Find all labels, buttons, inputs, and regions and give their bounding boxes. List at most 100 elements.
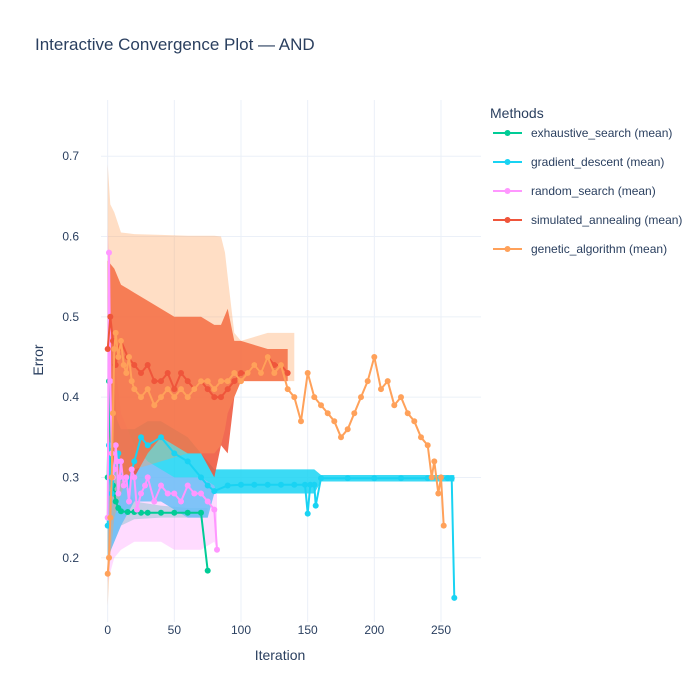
random-search-point[interactable] <box>138 490 144 497</box>
genetic-algorithm-point[interactable] <box>104 570 111 577</box>
simulated-annealing-point[interactable] <box>271 362 278 368</box>
legend-item[interactable]: genetic_algorithm (mean) <box>493 242 667 256</box>
random-search-point[interactable] <box>123 474 130 481</box>
gradient-descent-point[interactable] <box>311 481 318 488</box>
exhaustive-search-point[interactable] <box>144 509 151 516</box>
simulated-annealing-point[interactable] <box>138 370 144 376</box>
genetic-algorithm-point[interactable] <box>324 410 331 417</box>
simulated-annealing-point[interactable] <box>131 362 138 368</box>
gradient-descent-point[interactable] <box>371 475 378 482</box>
genetic-algorithm-point[interactable] <box>271 370 278 376</box>
genetic-algorithm-point[interactable] <box>107 514 114 521</box>
genetic-algorithm-point[interactable] <box>378 386 384 393</box>
genetic-algorithm-point[interactable] <box>238 378 244 385</box>
simulated-annealing-point[interactable] <box>164 370 171 376</box>
exhaustive-search-point[interactable] <box>198 509 204 516</box>
simulated-annealing-point[interactable] <box>284 370 291 376</box>
genetic-algorithm-point[interactable] <box>191 386 198 393</box>
genetic-algorithm-point[interactable] <box>331 418 338 425</box>
random-search-point[interactable] <box>112 442 119 449</box>
random-search-point[interactable] <box>191 490 198 497</box>
genetic-algorithm-point[interactable] <box>338 434 344 441</box>
legend-item[interactable]: gradient_descent (mean) <box>493 155 664 169</box>
exhaustive-search-point[interactable] <box>204 567 211 574</box>
gradient-descent-point[interactable] <box>184 458 191 465</box>
exhaustive-search-point[interactable] <box>171 509 178 516</box>
genetic-algorithm-point[interactable] <box>428 474 435 481</box>
genetic-algorithm-point[interactable] <box>218 378 224 385</box>
gradient-descent-point[interactable] <box>204 482 211 489</box>
gradient-descent-point[interactable] <box>211 488 218 495</box>
random-search-point[interactable] <box>134 506 140 513</box>
genetic-algorithm-point[interactable] <box>158 394 164 401</box>
simulated-annealing-point[interactable] <box>224 386 231 393</box>
genetic-algorithm-point[interactable] <box>112 329 119 336</box>
genetic-algorithm-point[interactable] <box>204 378 211 385</box>
gradient-descent-point[interactable] <box>198 474 204 481</box>
simulated-annealing-point[interactable] <box>238 370 244 376</box>
genetic-algorithm-point[interactable] <box>106 554 112 561</box>
simulated-annealing-point[interactable] <box>104 346 111 352</box>
genetic-algorithm-point[interactable] <box>128 378 135 385</box>
genetic-algorithm-point[interactable] <box>311 394 318 401</box>
gradient-descent-point[interactable] <box>138 434 144 441</box>
random-search-point[interactable] <box>184 482 191 489</box>
random-search-point[interactable] <box>120 482 127 489</box>
gradient-descent-point[interactable] <box>312 502 319 509</box>
gradient-descent-point[interactable] <box>318 475 324 482</box>
genetic-algorithm-point[interactable] <box>435 490 442 497</box>
simulated-annealing-point[interactable] <box>144 362 151 368</box>
exhaustive-search-point[interactable] <box>112 498 119 505</box>
genetic-algorithm-point[interactable] <box>438 474 444 481</box>
gradient-descent-point[interactable] <box>238 481 244 488</box>
random-search-point[interactable] <box>178 498 184 505</box>
gradient-descent-point[interactable] <box>144 442 151 449</box>
genetic-algorithm-point[interactable] <box>108 474 115 481</box>
genetic-algorithm-point[interactable] <box>123 370 130 376</box>
exhaustive-search-point[interactable] <box>124 509 131 515</box>
simulated-annealing-point[interactable] <box>178 370 184 376</box>
exhaustive-search-point[interactable] <box>118 508 124 515</box>
gradient-descent-point[interactable] <box>451 594 458 601</box>
gradient-descent-point[interactable] <box>224 482 231 489</box>
genetic-algorithm-point[interactable] <box>198 378 204 385</box>
gradient-descent-point[interactable] <box>398 475 404 482</box>
random-search-point[interactable] <box>131 474 138 481</box>
genetic-algorithm-point[interactable] <box>278 362 284 368</box>
genetic-algorithm-point[interactable] <box>344 426 351 433</box>
simulated-annealing-point[interactable] <box>171 386 178 393</box>
genetic-algorithm-point[interactable] <box>351 410 358 417</box>
gradient-descent-point[interactable] <box>158 434 164 441</box>
genetic-algorithm-point[interactable] <box>304 370 311 376</box>
genetic-algorithm-point[interactable] <box>171 394 178 401</box>
random-search-point[interactable] <box>118 458 124 465</box>
genetic-algorithm-point[interactable] <box>211 386 218 393</box>
simulated-annealing-point[interactable] <box>231 378 238 385</box>
gradient-descent-point[interactable] <box>304 510 311 517</box>
genetic-algorithm-point[interactable] <box>440 522 447 529</box>
simulated-annealing-point[interactable] <box>107 313 114 320</box>
genetic-algorithm-point[interactable] <box>184 394 191 401</box>
random-search-point[interactable] <box>115 490 122 497</box>
random-search-point[interactable] <box>164 490 171 497</box>
genetic-algorithm-point[interactable] <box>384 378 391 385</box>
random-search-point[interactable] <box>126 498 132 505</box>
genetic-algorithm-point[interactable] <box>418 434 424 441</box>
legend-item[interactable]: exhaustive_search (mean) <box>493 126 672 140</box>
exhaustive-search-point[interactable] <box>138 509 144 516</box>
genetic-algorithm-point[interactable] <box>404 410 411 417</box>
genetic-algorithm-point[interactable] <box>411 418 418 425</box>
genetic-algorithm-point[interactable] <box>251 362 258 368</box>
random-search-point[interactable] <box>198 490 204 497</box>
genetic-algorithm-point[interactable] <box>358 394 364 401</box>
genetic-algorithm-point[interactable] <box>364 378 371 385</box>
gradient-descent-point[interactable] <box>291 481 298 488</box>
exhaustive-search-point[interactable] <box>184 509 191 516</box>
genetic-algorithm-point[interactable] <box>264 354 271 360</box>
genetic-algorithm-point[interactable] <box>224 378 231 385</box>
genetic-algorithm-point[interactable] <box>126 354 132 360</box>
genetic-algorithm-point[interactable] <box>291 394 298 401</box>
gradient-descent-point[interactable] <box>171 450 178 457</box>
simulated-annealing-point[interactable] <box>218 394 224 401</box>
random-search-point[interactable] <box>106 249 112 256</box>
